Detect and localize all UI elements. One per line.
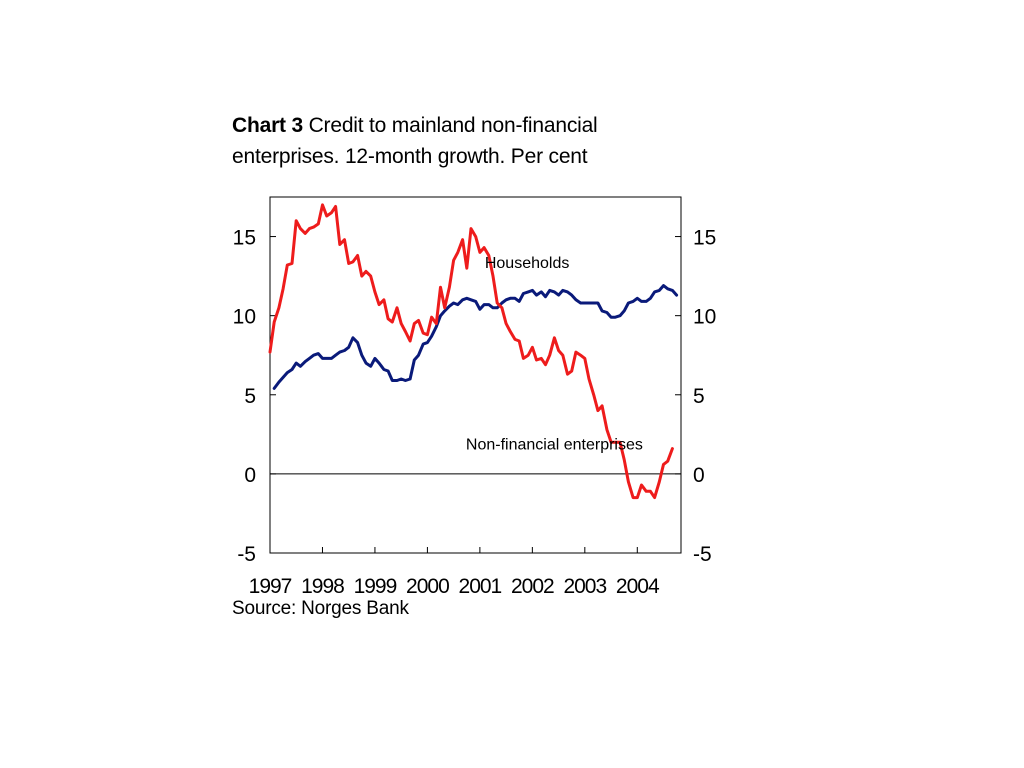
y-tick-label-left: 15 [233, 227, 256, 250]
series-label-non-financial-enterprises: Non-financial enterprises [466, 436, 643, 453]
y-tick-label-left: 5 [244, 385, 256, 408]
series-label-households: Households [485, 255, 570, 272]
x-tick-label: 1999 [354, 575, 397, 598]
x-tick-label: 2004 [616, 575, 660, 598]
x-tick-label: 2000 [406, 575, 449, 598]
x-tick-label: 1997 [249, 575, 292, 598]
x-tick-label: 1998 [301, 575, 344, 598]
chart-title: Chart 3 Credit to mainland non-financial… [232, 110, 652, 172]
x-tick-label: 2001 [459, 575, 502, 598]
y-tick-label-right: -5 [693, 543, 712, 566]
plot-frame [269, 196, 682, 554]
y-tick-label-right: 0 [693, 464, 705, 487]
y-tick-label-right: 10 [693, 306, 716, 329]
y-tick-label-left: -5 [237, 543, 256, 566]
x-tick-label: 2002 [511, 575, 554, 598]
series-line-non-financial-enterprises [268, 203, 674, 500]
chart-title-bold: Chart 3 [232, 114, 303, 137]
y-tick-label-left: 10 [233, 306, 256, 329]
y-tick-label-right: 15 [693, 227, 716, 250]
source-note: Source: Norges Bank [232, 598, 409, 619]
y-tick-label-left: 0 [244, 464, 256, 487]
y-tick-label-right: 5 [693, 385, 705, 408]
x-tick-label: 2003 [563, 575, 606, 598]
series-line-households [272, 284, 679, 390]
chart-title-text: Credit to mainland non-financial enterpr… [232, 114, 598, 168]
